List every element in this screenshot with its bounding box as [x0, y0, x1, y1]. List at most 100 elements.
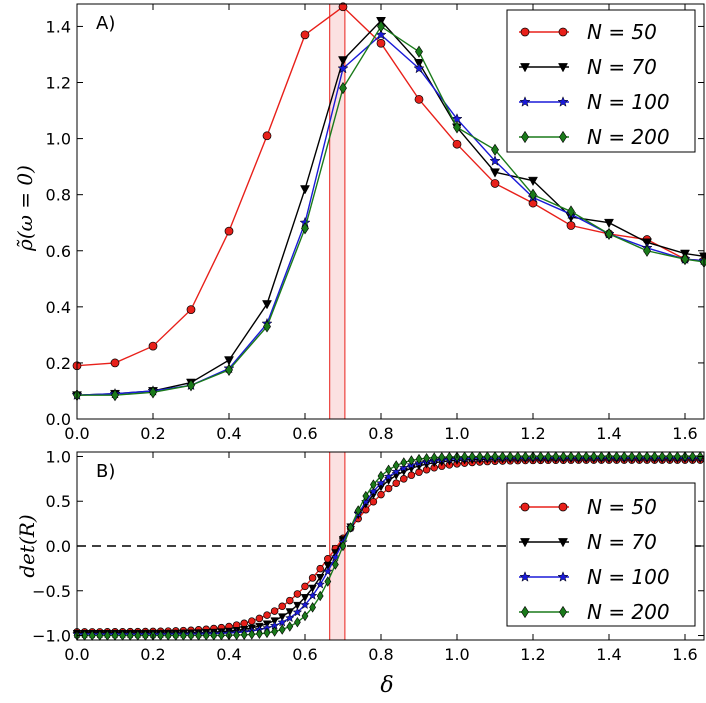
panel-a: 0.0 0.2 0.4 0.6 0.8 1.0 1.2 1.4 1.6 0.0 0.2 0.4 0.6 0… [13, 2, 706, 443]
panel-a-legend: N = 50 N = 70 N = 100 N = 200 [506, 9, 696, 153]
panel-b-data-point [248, 629, 256, 640]
panel-b-legend-entry: N = 70 [519, 530, 657, 554]
panel-b-y-tick-label: 1.0 [46, 447, 71, 466]
panel-b-data-point [468, 451, 476, 462]
panel-b-x-tick-label: 1.6 [672, 645, 697, 664]
panel-b-data-point [277, 617, 288, 627]
panel-b-data-point [383, 471, 394, 481]
panel-b-data-point [277, 613, 287, 622]
panel-b-data-point [651, 451, 658, 462]
panel-b-legend-marker [520, 502, 530, 512]
panel-b-data-point [392, 460, 400, 471]
panel-b-data-point [309, 602, 316, 613]
panel-b-y-tick-label: −1.0 [32, 627, 71, 646]
panel-b-data-point [362, 490, 370, 502]
panel-b-data-point [263, 627, 271, 639]
panel-b-data-point [315, 574, 325, 582]
panel-b-data-point [284, 612, 295, 623]
panel-a-data-point [681, 253, 689, 266]
panel-a-legend-entry: N = 50 [519, 20, 657, 44]
panel-b-data-point [522, 451, 529, 462]
panel-a-series-3 [73, 20, 706, 402]
panel-b-data-point [293, 601, 302, 610]
panel-a-y-tick-label: 1.0 [46, 130, 71, 149]
panel-a-data-point [491, 143, 499, 156]
panel-a-data-point [414, 94, 424, 104]
panel-a-data-point [528, 176, 538, 187]
panel-a-data-point [376, 38, 386, 48]
panel-b: 0.0 0.2 0.4 0.6 0.8 1.0 1.2 1.4 1.6 −1.0 −0.5 0.0 0.… [15, 447, 706, 698]
panel-b-x-tick-label: 0.0 [64, 645, 89, 664]
panel-b-label: B) [96, 461, 115, 482]
panel-b-data-point [316, 590, 324, 602]
panel-b-data-point [286, 596, 294, 605]
panel-b-data-point [270, 607, 279, 615]
panel-b-data-point [544, 451, 552, 462]
panel-b-data-point [430, 452, 438, 463]
panel-b-data-point [643, 451, 651, 462]
panel-b-data-point [256, 628, 263, 640]
panel-a-legend-entry: N = 70 [519, 55, 657, 79]
panel-b-x-tick-label: 1.4 [596, 645, 621, 664]
panel-a-x-tick-label: 0.2 [140, 424, 165, 443]
panel-b-series-layer [72, 451, 706, 641]
panel-a-data-point [338, 56, 348, 66]
panel-b-data-point [323, 562, 333, 570]
panel-b-legend: N = 50 N = 70 N = 100 N = 200 [506, 482, 696, 627]
panel-b-data-point [537, 451, 544, 462]
panel-a-legend-marker [520, 63, 530, 73]
panel-b-x-axis-label: δ [380, 673, 393, 698]
panel-a-data-point [225, 363, 233, 377]
panel-b-data-point [240, 619, 248, 628]
panel-b-x-tick-label: 0.2 [140, 645, 165, 664]
panel-b-frame [76, 451, 705, 641]
panel-b-data-point [240, 629, 248, 640]
panel-a-data-point [413, 62, 425, 74]
panel-b-legend-entry: N = 200 [519, 600, 670, 624]
panel-a-legend-label: N = 200 [587, 125, 670, 149]
panel-b-data-point [598, 451, 605, 462]
panel-a-data-point [605, 227, 613, 241]
panel-b-legend-label: N = 70 [587, 530, 657, 554]
panel-a-data-point [415, 45, 423, 58]
panel-a-data-point [149, 386, 157, 399]
panel-a-y-tick-label: 0.4 [46, 298, 71, 317]
panel-a-tick-layer: 0.0 0.2 0.4 0.6 0.8 1.0 1.2 1.4 1.6 0.0 0.2 0.4 0.6 0… [46, 4, 704, 443]
panel-b-x-tick-label: 0.8 [368, 645, 393, 664]
panel-b-data-point [308, 584, 317, 593]
panel-b-data-point [376, 478, 386, 488]
panel-a-data-point [301, 222, 309, 235]
panel-a-legend-marker [557, 96, 569, 107]
panel-b-x-tick-label: 0.6 [292, 645, 317, 664]
panel-a-x-tick-label: 0.8 [368, 424, 393, 443]
panel-b-y-tick-label: 0.5 [46, 492, 71, 511]
panel-a-data-point [262, 300, 272, 310]
panel-b-legend-marker [558, 502, 568, 512]
panel-a-data-point [111, 389, 119, 402]
panel-b-data-point [339, 540, 347, 552]
panel-a-legend-label: N = 70 [587, 55, 657, 79]
panel-b-legend-marker [520, 538, 530, 548]
panel-b-data-point [347, 522, 354, 533]
panel-b-data-point [307, 590, 318, 600]
panel-b-data-point [248, 617, 256, 625]
panel-a-data-point [148, 341, 158, 351]
panel-b-data-point [499, 451, 506, 462]
panel-a-y-tick-label: 1.2 [46, 74, 71, 93]
panel-b-x-tick-label: 1.0 [444, 645, 469, 664]
panel-a-data-point [300, 185, 310, 195]
panel-a-x-tick-label: 0.4 [216, 424, 241, 443]
panel-b-y-tick-label: 0.0 [46, 537, 71, 556]
panel-b-data-point [292, 607, 303, 617]
panel-a-y-tick-label: 1.4 [46, 17, 71, 36]
panel-a-data-point [224, 226, 234, 236]
panel-a-y-tick-label: 0.6 [46, 242, 71, 261]
panel-a-x-tick-label: 1.6 [672, 424, 697, 443]
panel-b-tick-layer: 0.0 0.2 0.4 0.6 0.8 1.0 1.2 1.4 1.6 −1.0 −0.5 0.0 0.… [32, 447, 704, 664]
panel-a-y-tick-label: 0.8 [46, 186, 71, 205]
panel-a-data-point [300, 30, 310, 40]
panel-b-data-point [369, 497, 378, 506]
panel-b-x-tick-label: 1.2 [520, 645, 545, 664]
panel-b-data-point [293, 590, 302, 598]
panel-b-data-point [613, 451, 620, 462]
